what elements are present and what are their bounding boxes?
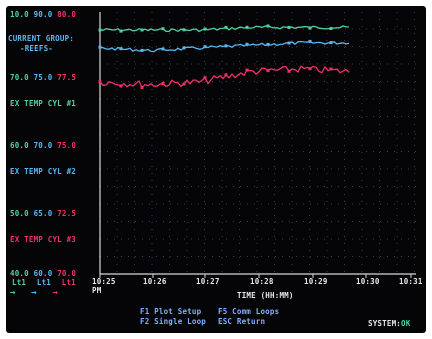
trace-marker	[140, 86, 144, 89]
legend-units: Lt1 Lt1 Lt1	[12, 278, 76, 287]
scale-min: 60.0	[10, 141, 29, 150]
trace-marker	[119, 47, 123, 51]
scale-mid: 65.0	[33, 209, 53, 218]
trace-marker	[119, 84, 123, 88]
trace-marker	[182, 82, 186, 86]
legend-arrow-icon: →	[52, 288, 59, 298]
scale-min: 50.0	[10, 209, 29, 218]
trace-marker	[308, 67, 312, 71]
trace-marker	[287, 69, 291, 73]
time-tick-6: 10:31	[399, 277, 423, 286]
trace-marker	[182, 28, 186, 32]
axis-scale-3: 50.0 65.0 72.5	[10, 209, 76, 218]
unit-green: Lt1	[12, 278, 27, 287]
plot-grid	[100, 12, 416, 274]
menu-return[interactable]: ESC Return	[218, 317, 266, 326]
scale-max: 77.5	[57, 73, 77, 82]
trace-marker	[329, 67, 333, 71]
trend-display-screen: 10.0 90.0 80.0 CURRENT GROUP: -REEFS- 70…	[6, 6, 426, 333]
trace-marker	[203, 76, 207, 80]
group-label-2: EX TEMP CYL #2	[10, 167, 77, 176]
trace-marker	[161, 47, 165, 51]
menu-single-loop[interactable]: F2 Single Loop	[140, 317, 207, 326]
scale-max: 80.0	[57, 10, 77, 19]
trace-marker	[203, 45, 207, 49]
time-tick-5: 10:30	[356, 277, 380, 286]
group-label-1: EX TEMP CYL #1	[10, 99, 77, 108]
trace-marker	[119, 29, 123, 33]
time-axis-title: TIME (HH:MM)	[237, 291, 294, 300]
legend-arrow-icon: →	[10, 288, 16, 298]
trace-marker	[329, 41, 333, 45]
trace-marker	[308, 39, 312, 43]
trace-marker	[98, 28, 102, 32]
current-group-title: CURRENT GROUP:	[8, 34, 75, 43]
trace-marker	[308, 26, 312, 30]
scale-max: 75.0	[57, 141, 77, 150]
scale-max: 70.0	[57, 269, 77, 278]
system-status: SYSTEM:OK	[368, 319, 410, 328]
trace-marker	[98, 45, 102, 49]
trace-marker	[266, 69, 270, 73]
time-tick-1: 10:26	[143, 277, 167, 286]
current-group-name: -REEFS-	[20, 44, 54, 53]
scale-max: 72.5	[57, 209, 77, 218]
group-label-3: EX TEMP CYL #3	[10, 235, 77, 244]
trace-marker	[203, 27, 207, 31]
trace-marker	[140, 48, 144, 52]
menu-comm-loops[interactable]: F5 Comm Loops	[218, 307, 280, 316]
time-tick-2: 10:27	[196, 277, 220, 286]
system-status-value: OK	[401, 319, 411, 328]
legend-markers: → → →	[10, 289, 58, 298]
axis-scale-1: 70.0 75.0 77.5	[10, 73, 76, 82]
time-tick-3: 10:28	[250, 277, 274, 286]
scale-min: 10.0	[10, 10, 29, 19]
time-tick-0: 10:25	[92, 277, 116, 286]
scale-min: 40.0	[10, 269, 29, 278]
trace-marker	[266, 24, 270, 28]
time-period: PM	[92, 286, 102, 295]
unit-cyan: Lt1	[36, 278, 52, 287]
axis-scale-bottom: 40.0 60.0 70.0	[10, 269, 76, 278]
trace-marker	[98, 80, 102, 84]
trace-marker	[224, 44, 228, 48]
trace-marker	[245, 42, 249, 46]
axis-scale-2: 60.0 70.0 75.0	[10, 141, 76, 150]
scale-mid: 60.0	[33, 269, 53, 278]
unit-red: Lt1	[61, 278, 76, 287]
trace-marker	[161, 82, 165, 85]
trace-marker	[287, 25, 291, 29]
trace-marker	[266, 42, 270, 46]
menu-plot-setup[interactable]: F1 Plot Setup	[140, 307, 202, 316]
trace-red	[99, 65, 350, 89]
scale-min: 70.0	[10, 73, 29, 82]
trace-marker	[140, 28, 144, 32]
plot-axes	[99, 12, 416, 278]
trace-marker	[224, 73, 228, 77]
system-status-label: SYSTEM:	[368, 319, 402, 328]
trace-marker	[224, 25, 228, 29]
trace-marker	[245, 25, 249, 29]
legend-arrow-icon: →	[31, 288, 37, 298]
scale-mid: 90.0	[33, 10, 53, 19]
scale-mid: 75.0	[33, 73, 53, 82]
trace-marker	[182, 46, 186, 50]
trace-marker	[161, 27, 165, 31]
trend-plot	[98, 12, 416, 278]
plot-traces	[98, 24, 350, 89]
trace-marker	[287, 41, 291, 45]
trace-marker	[329, 27, 333, 30]
time-tick-4: 10:29	[304, 277, 328, 286]
trace-marker	[245, 68, 249, 72]
scale-mid: 70.0	[33, 141, 53, 150]
axis-scale-top: 10.0 90.0 80.0	[10, 10, 76, 19]
